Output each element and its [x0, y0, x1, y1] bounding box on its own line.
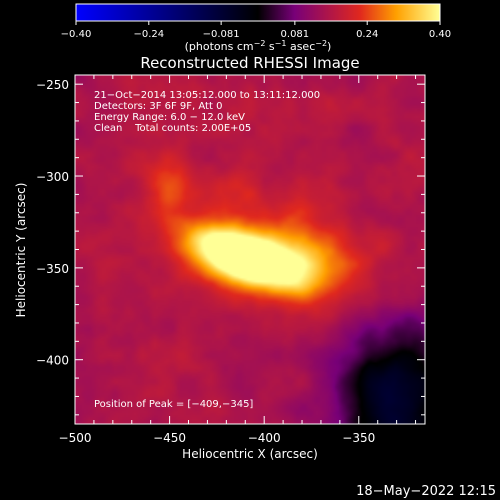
x-axis-label: Heliocentric X (arcsec)	[182, 447, 318, 461]
annotation-clean-counts: Clean Total counts: 2.00E+05	[94, 123, 251, 134]
x-tick-label: −450	[153, 431, 186, 445]
heatmap-image	[75, 75, 425, 424]
annotation-energy-range: Energy Range: 6.0 − 12.0 keV	[94, 112, 245, 123]
colorbar-tick-label: 0.24	[356, 29, 378, 40]
peak-position-label: Position of Peak = [−409,−345]	[94, 399, 253, 410]
annotation-time-range: 21−Oct−2014 13:05:12.000 to 13:11:12.000	[94, 90, 320, 101]
axis-ticks: −500 −450 −400 −350 −250 −300 −350 −400	[36, 75, 425, 445]
y-tick-label: −250	[36, 78, 69, 92]
y-axis-label: Heliocentric Y (arcsec)	[14, 183, 28, 318]
x-tick-label: −350	[342, 431, 375, 445]
colorbar-tick-label: 0.40	[429, 29, 451, 40]
chart-title: Reconstructed RHESSI Image	[140, 54, 359, 72]
colorbar-tick-label: −0.24	[133, 29, 164, 40]
y-tick-label: −400	[36, 354, 69, 368]
colorbar-tick-label: −0.40	[61, 29, 92, 40]
y-tick-label: −300	[36, 170, 69, 184]
colorbar-unit-label: (photons cm−2 s−1 asec−2)	[185, 39, 332, 53]
colorbar-tick-label: 0.081	[281, 29, 310, 40]
heatmap-raster	[75, 75, 425, 424]
annotation-detectors: Detectors: 3F 6F 9F, Att 0	[94, 101, 222, 112]
colorbar-ticks: −0.40 −0.24 −0.081 0.081 0.24 0.40	[61, 21, 451, 40]
colorbar-gradient	[75, 3, 441, 22]
y-tick-label: −350	[36, 262, 69, 276]
colorbar-tick-label: −0.081	[203, 29, 240, 40]
x-tick-label: −400	[248, 431, 281, 445]
x-tick-label: −500	[59, 431, 92, 445]
colorbar: −0.40 −0.24 −0.081 0.081 0.24 0.40 (photons c…	[61, 3, 451, 53]
footer-timestamp: 18−May−2022 12:15	[356, 484, 496, 499]
annotation-block: 21−Oct−2014 13:05:12.000 to 13:11:12.000…	[94, 90, 320, 134]
